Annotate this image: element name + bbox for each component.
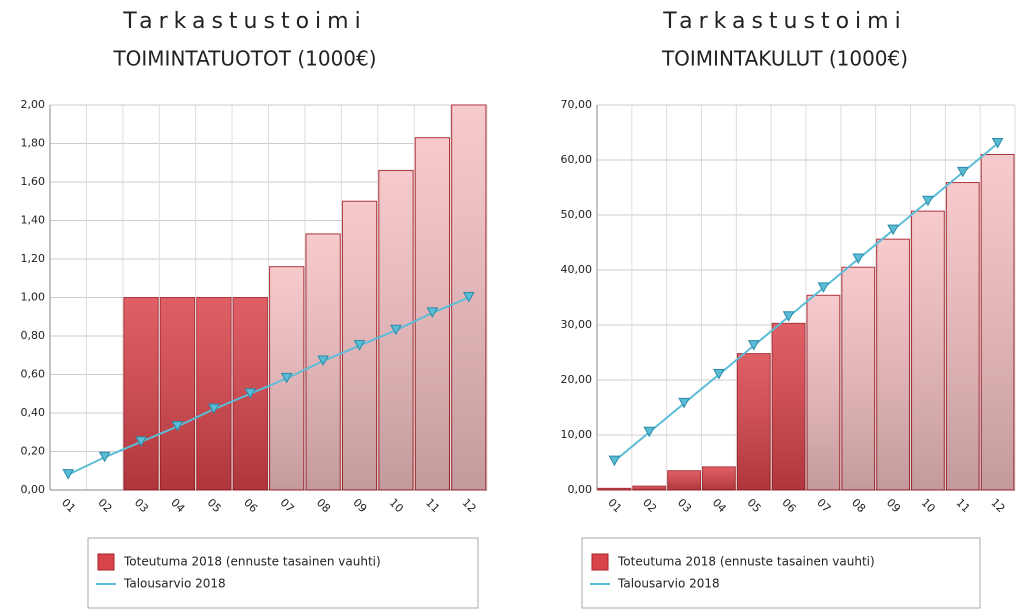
marker [817, 282, 830, 293]
marker [426, 307, 439, 318]
chart-subtitle: TOIMINTATUOTOT (1000€) [112, 47, 376, 71]
x-tick-label: 12 [988, 496, 1007, 515]
marker [643, 426, 656, 438]
marker [782, 311, 795, 322]
bar-shade [667, 470, 701, 490]
x-tick-label: 01 [605, 496, 624, 515]
legend-swatch [591, 553, 609, 571]
bar-shade [737, 353, 771, 490]
x-tick-label: 03 [132, 496, 151, 515]
x-tick-label: 02 [640, 496, 659, 515]
marker [390, 324, 402, 336]
y-tick-label: 60,00 [561, 153, 593, 166]
x-tick-label: 11 [423, 496, 442, 515]
y-tick-label: 1,60 [21, 175, 46, 188]
bar-shade [772, 323, 805, 490]
x-tick-label: 03 [675, 496, 694, 515]
y-tick-label: 1,20 [21, 252, 46, 265]
x-tick-label: 02 [95, 496, 114, 515]
x-tick-label: 01 [59, 496, 78, 515]
bar-shade [946, 182, 980, 491]
x-tick-label: 05 [745, 496, 764, 515]
marker [852, 253, 865, 265]
marker [353, 340, 366, 351]
marker [135, 436, 147, 447]
y-tick-label: 1,80 [21, 137, 46, 150]
x-tick-label: 05 [205, 496, 224, 515]
bar-shade [196, 297, 231, 490]
chart-title: Tarkastustoimi [122, 9, 366, 34]
x-tick-label: 12 [460, 496, 479, 515]
legend-box [581, 537, 981, 609]
x-tick-label: 09 [350, 496, 369, 515]
y-tick-label: 2,00 [21, 98, 46, 111]
legend-box [87, 537, 479, 609]
marker [608, 455, 621, 467]
marker [462, 292, 475, 303]
y-tick-label: 70,00 [561, 98, 593, 111]
marker [713, 369, 725, 380]
marker [887, 224, 899, 236]
chart-title: Tarkastustoimi [662, 9, 906, 34]
legend-label: Toteutuma 2018 (ennuste tasainen vauhti) [123, 555, 381, 569]
y-tick-label: 10,00 [561, 428, 593, 441]
y-tick-label: 0,60 [21, 368, 46, 381]
marker [317, 355, 329, 367]
y-tick-label: 0,20 [21, 445, 46, 458]
marker [98, 451, 111, 463]
marker [678, 397, 690, 409]
x-tick-label: 04 [710, 496, 729, 515]
y-tick-label: 1,40 [21, 214, 46, 227]
bar-shade [598, 488, 631, 490]
bar-shade [632, 486, 666, 490]
chart-subtitle: TOIMINTAKULUT (1000€) [661, 47, 908, 71]
x-tick-label: 06 [241, 496, 260, 515]
x-tick-label: 06 [779, 496, 798, 515]
legend-swatch [97, 553, 115, 571]
x-tick-label: 08 [314, 496, 333, 515]
bar-shade [702, 466, 736, 490]
bar-shade [981, 154, 1014, 490]
marker [922, 195, 934, 207]
y-tick-label: 0,80 [21, 329, 46, 342]
marker [62, 469, 75, 480]
marker [244, 388, 257, 399]
legend-label: Talousarvio 2018 [617, 577, 720, 591]
marker [747, 340, 760, 351]
y-tick-label: 50,00 [561, 208, 593, 221]
x-tick-label: 08 [849, 496, 868, 515]
y-tick-label: 40,00 [561, 263, 593, 276]
y-tick-label: 30,00 [561, 318, 593, 331]
bar-shade [841, 267, 875, 490]
x-tick-label: 10 [387, 496, 406, 515]
x-tick-label: 07 [814, 496, 833, 515]
legend-label: Toteutuma 2018 (ennuste tasainen vauhti) [617, 555, 875, 569]
x-tick-label: 09 [884, 496, 903, 515]
bar-shade [876, 239, 910, 490]
x-tick-label: 11 [954, 496, 973, 515]
marker [956, 166, 969, 178]
y-tick-label: 0,40 [21, 406, 46, 419]
x-tick-label: 10 [919, 496, 938, 515]
y-tick-label: 1,00 [21, 291, 46, 304]
x-tick-label: 04 [168, 496, 187, 515]
marker [208, 403, 220, 415]
y-tick-label: 20,00 [561, 373, 593, 386]
y-tick-label: 0,00 [568, 483, 593, 496]
bar-shade [911, 211, 945, 490]
marker [991, 138, 1004, 149]
marker [171, 420, 184, 432]
marker [280, 372, 293, 384]
legend-label: Talousarvio 2018 [123, 577, 226, 591]
line [67, 296, 470, 476]
x-tick-label: 07 [278, 496, 297, 515]
bar-shade [123, 297, 159, 490]
line [613, 142, 999, 462]
bar-shade [807, 295, 840, 490]
y-tick-label: 0,00 [21, 483, 46, 496]
bar-shade [160, 297, 195, 490]
